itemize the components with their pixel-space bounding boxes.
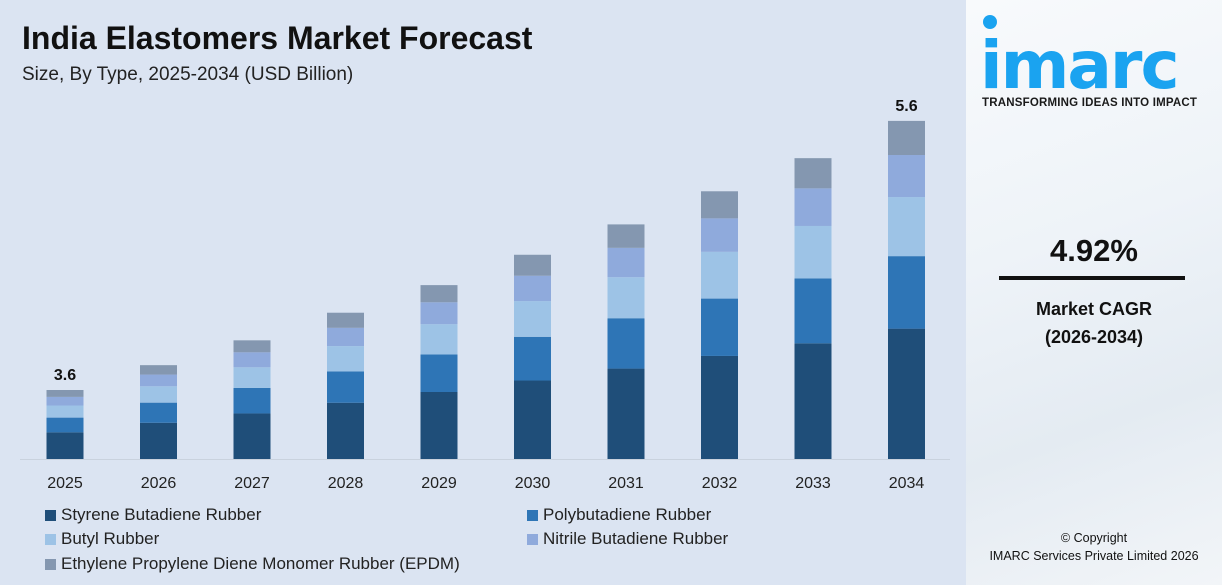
- bar-segment-2030-3: [514, 275, 551, 302]
- bar-segment-2029-4: [420, 285, 458, 303]
- x-tick-label: 2033: [795, 475, 831, 492]
- cagr-value: 4.92%: [1050, 233, 1138, 268]
- chart-subtitle: Size, By Type, 2025-2034 (USD Billion): [22, 64, 354, 85]
- chart-panel: India Elastomers Market Forecast Size, B…: [0, 0, 966, 585]
- bar-segment-2033-4: [794, 158, 832, 189]
- imarc-logo: imarc: [980, 15, 1180, 94]
- data-label: 5.6: [895, 98, 917, 115]
- bar-segment-2034-3: [888, 155, 925, 198]
- bar-segment-2025-3: [46, 396, 84, 406]
- tagline: TRANSFORMING IDEAS INTO IMPACT: [982, 97, 1198, 109]
- bar-segment-2027-4: [233, 340, 271, 353]
- x-tick-label: 2025: [47, 475, 83, 492]
- legend-swatch: [45, 558, 56, 570]
- bar-segment-2034-0: [888, 328, 925, 459]
- bar-segment-2028-1: [327, 371, 364, 403]
- divider: [999, 276, 1185, 280]
- copyright-line1: © Copyright: [1060, 531, 1128, 545]
- bar-segment-2031-1: [607, 318, 645, 369]
- bar-segment-2032-0: [701, 355, 738, 459]
- logo-text: imarc: [980, 27, 1178, 94]
- bar-segment-2029-0: [420, 392, 458, 459]
- x-tick-label: 2028: [328, 475, 364, 492]
- bar-segment-2030-2: [514, 301, 551, 337]
- bar-segment-2028-3: [327, 327, 364, 347]
- bar-segment-2026-3: [140, 374, 177, 387]
- legend-swatch: [45, 533, 56, 545]
- bar-segment-2033-3: [794, 188, 832, 226]
- bar-segment-2026-4: [140, 365, 177, 375]
- data-label: 3.6: [54, 367, 76, 384]
- bar-segment-2032-1: [701, 298, 738, 356]
- bar-segment-2029-2: [420, 324, 458, 355]
- bar-chart: 2025 3.6 2026 2027 2028 2029 2030 2031 2032 2033 2…: [20, 98, 950, 492]
- bar-segment-2027-1: [233, 387, 271, 414]
- bar-segment-2033-0: [794, 343, 832, 459]
- bar-segment-2027-3: [233, 352, 271, 368]
- x-tick-label: 2031: [608, 475, 644, 492]
- legend-label: Butyl Rubber: [61, 529, 160, 548]
- side-panel: imarc TRANSFORMING IDEAS INTO IMPACT 4.9…: [966, 0, 1222, 585]
- bar-segment-2031-4: [607, 224, 645, 248]
- legend-item: Polybutadiene Rubber: [527, 505, 711, 525]
- bar-segment-2030-0: [514, 380, 551, 459]
- copyright-line2: IMARC Services Private Limited 2026: [989, 549, 1199, 563]
- x-tick-label: 2026: [141, 475, 177, 492]
- bar-segment-2026-2: [140, 386, 177, 403]
- bar-segment-2025-1: [46, 417, 84, 433]
- chart-title: India Elastomers Market Forecast: [22, 20, 533, 56]
- bar-segment-2032-3: [701, 218, 738, 252]
- legend-item: Ethylene Propylene Diene Monomer Rubber …: [45, 554, 460, 574]
- bar-segment-2033-1: [794, 278, 832, 344]
- legend-item: Styrene Butadiene Rubber: [45, 505, 261, 525]
- bar-segment-2028-4: [327, 312, 364, 328]
- legend-label: Ethylene Propylene Diene Monomer Rubber …: [61, 554, 460, 573]
- copyright: © Copyright IMARC Services Private Limit…: [966, 529, 1222, 565]
- bar-segment-2031-0: [607, 368, 645, 459]
- x-tick-label: 2027: [234, 475, 270, 492]
- cagr-label: Market CAGR (2026-2034): [966, 295, 1222, 351]
- bar-segment-2025-0: [46, 432, 84, 459]
- x-tick-label: 2032: [702, 475, 738, 492]
- bar-segment-2034-4: [888, 120, 925, 156]
- bar-segment-2029-3: [420, 302, 458, 325]
- bar-segment-2029-1: [420, 354, 458, 393]
- legend-item: Butyl Rubber: [45, 529, 159, 549]
- x-tick-label: 2034: [889, 475, 925, 492]
- cagr-label-text: Market CAGR: [1035, 299, 1153, 319]
- bar-segment-2034-1: [888, 256, 925, 329]
- bar-segment-2026-0: [140, 422, 177, 459]
- x-tick-label: 2029: [421, 475, 457, 492]
- bar-segment-2032-4: [701, 191, 738, 219]
- legend-swatch: [45, 509, 56, 521]
- cagr-period: (2026-2034): [1044, 327, 1144, 347]
- bar-segment-2030-1: [514, 336, 551, 381]
- bar-segment-2031-3: [607, 247, 645, 278]
- bar-segment-2027-0: [233, 413, 271, 459]
- legend-label: Nitrile Butadiene Rubber: [543, 529, 729, 548]
- bar-segment-2027-2: [233, 367, 271, 388]
- legend-label: Styrene Butadiene Rubber: [61, 505, 262, 524]
- bar-segment-2025-4: [46, 390, 84, 397]
- bar-segment-2028-2: [327, 346, 364, 372]
- bar-segment-2025-2: [46, 405, 84, 418]
- bar-segment-2033-2: [794, 225, 832, 279]
- bar-segment-2032-2: [701, 251, 738, 299]
- x-tick-label: 2030: [515, 475, 551, 492]
- legend-label: Polybutadiene Rubber: [543, 505, 712, 524]
- legend-swatch: [527, 509, 538, 521]
- bar-segment-2030-4: [514, 254, 551, 276]
- legend-item: Nitrile Butadiene Rubber: [527, 529, 728, 549]
- bar-segment-2028-0: [327, 402, 364, 459]
- bar-segment-2026-1: [140, 402, 177, 423]
- bar-segment-2031-2: [607, 277, 645, 319]
- bar-segment-2034-2: [888, 197, 925, 257]
- legend-swatch: [527, 533, 538, 545]
